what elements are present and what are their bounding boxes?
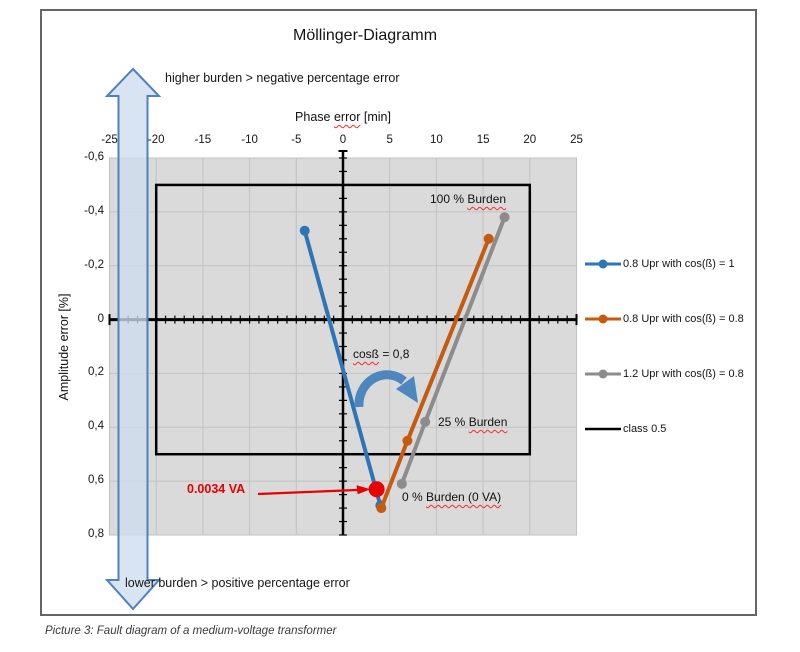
burden-direction-double-arrow-icon — [104, 67, 162, 611]
legend-label: 0.8 Upr with cos(ß) = 1 — [623, 258, 735, 270]
y-tick-label: -0,4 — [84, 204, 104, 217]
annotation-text-wavy: Burden — [468, 415, 508, 429]
legend-label: class 0.5 — [623, 423, 667, 435]
data-point-marker — [483, 233, 494, 244]
annotation-text-wavy: Burden — [467, 192, 507, 206]
annotation-text: 0 % — [402, 490, 427, 504]
data-point-marker — [376, 503, 387, 514]
chart-title: Möllinger-Diagramm — [292, 27, 438, 44]
cos-beta-arrow-head-icon — [396, 376, 418, 403]
data-point-marker — [420, 416, 431, 427]
annotation-text-wavy: cosß — [353, 347, 380, 361]
legend-swatch — [585, 427, 621, 431]
legend-item: 1.2 Upr with cos(ß) = 0.8 — [584, 366, 744, 382]
legend-swatch — [585, 314, 621, 324]
legend-marker — [598, 369, 608, 379]
y-tick-label: -0,2 — [84, 258, 104, 271]
x-tick-label: 15 — [476, 134, 490, 146]
x-tick-label: 10 — [429, 134, 443, 146]
annotation-100-burden: 100 % Burden — [430, 192, 506, 206]
legend-swatch — [585, 369, 621, 379]
bottom-note: lower burden > positive percentage error — [125, 576, 350, 590]
x-tick-label: -20 — [147, 134, 165, 146]
annotation-25-burden: 25 % Burden — [438, 415, 507, 429]
legend-marker — [598, 314, 608, 324]
legend-swatch — [585, 259, 621, 269]
y-tick-label: 0,6 — [88, 474, 104, 487]
series-line-0 — [302, 228, 383, 508]
y-tick-label: 0,2 — [88, 366, 104, 379]
annotation-cos-beta: cosß = 0,8 — [353, 347, 409, 361]
x-axis-label: Phase error [min] — [295, 110, 391, 124]
zero-va-point — [368, 481, 385, 498]
legend-label: 1.2 Upr with cos(ß) = 0.8 — [623, 368, 744, 380]
annotation-zero-va: 0.0034 VA — [187, 482, 246, 496]
data-point-marker — [499, 212, 510, 223]
x-tick-label: 0 — [339, 134, 347, 146]
y-tick-label: 0 — [97, 312, 104, 325]
x-tick-label: -15 — [194, 134, 212, 146]
annotation-text: 25 % — [438, 415, 469, 429]
cos-beta-curved-arrow-icon — [354, 370, 407, 408]
annotation-text: 100 % — [430, 192, 468, 206]
x-tick-label: 20 — [523, 134, 537, 146]
x-tick-label: 5 — [386, 134, 393, 146]
data-point-marker — [299, 225, 310, 236]
y-tick-label: 0,4 — [88, 420, 104, 433]
x-axis-label-pre: Phase — [295, 110, 334, 124]
zero-va-callout-arrow-head — [356, 485, 371, 495]
annotation-text-wavy: Burden (0 VA) — [426, 490, 502, 504]
x-tick-label: -25 — [101, 134, 118, 146]
x-tick-label: -5 — [291, 134, 302, 146]
data-point-marker — [402, 435, 413, 446]
x-tick-label: 25 — [570, 134, 583, 146]
y-tick-label: 0,8 — [88, 528, 104, 540]
annotation-text: = 0,8 — [379, 347, 410, 361]
legend-item: class 0.5 — [584, 421, 666, 437]
x-axis-label-post: [min] — [360, 110, 391, 124]
legend-label: 0.8 Upr with cos(ß) = 0.8 — [623, 313, 744, 325]
class-limit-box — [154, 183, 532, 456]
top-note: higher burden > negative percentage erro… — [165, 71, 400, 85]
zero-va-callout-arrow — [257, 488, 363, 496]
x-axis-label-wavy: error — [333, 110, 361, 124]
legend: 0.8 Upr with cos(ß) = 1 0.8 Upr with cos(… — [584, 256, 764, 446]
x-tick-label: -10 — [241, 134, 258, 146]
figure-caption: Picture 3: Fault diagram of a medium-vol… — [45, 625, 337, 637]
annotation-0-burden: 0 % Burden (0 VA) — [402, 490, 501, 504]
legend-item: 0.8 Upr with cos(ß) = 1 — [584, 256, 735, 272]
legend-item: 0.8 Upr with cos(ß) = 0.8 — [584, 311, 744, 327]
legend-marker — [598, 259, 608, 269]
y-axis-label: Amplitude error [%] — [57, 293, 71, 401]
data-point-marker — [396, 478, 407, 489]
y-tick-label: -0,6 — [84, 151, 104, 163]
